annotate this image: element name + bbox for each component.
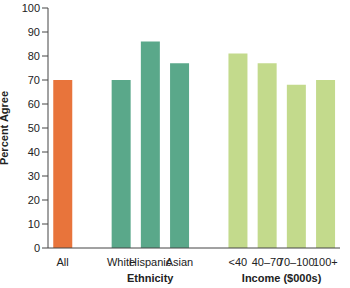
svg-text:50: 50	[28, 122, 40, 134]
svg-text:90: 90	[28, 26, 40, 38]
svg-text:40–70: 40–70	[251, 256, 283, 268]
svg-text:White: White	[106, 256, 136, 268]
svg-text:Income ($000s): Income ($000s)	[242, 272, 322, 284]
svg-text:10: 10	[28, 218, 40, 230]
svg-text:Percent Agree: Percent Agree	[8, 91, 10, 165]
svg-text:60: 60	[28, 98, 40, 110]
svg-text:Asian: Asian	[166, 256, 194, 268]
svg-text:80: 80	[28, 50, 40, 62]
svg-text:70–100: 70–100	[278, 256, 315, 268]
svg-text:Hispanic: Hispanic	[129, 256, 172, 268]
svg-text:100+: 100+	[313, 256, 338, 268]
svg-text:30: 30	[28, 170, 40, 182]
svg-text:70: 70	[28, 74, 40, 86]
svg-text:Ethnicity: Ethnicity	[127, 272, 174, 284]
svg-text:0: 0	[34, 242, 40, 254]
svg-text:40: 40	[28, 146, 40, 158]
svg-text:20: 20	[28, 194, 40, 206]
svg-text:<40: <40	[228, 256, 247, 268]
svg-text:All: All	[56, 256, 68, 268]
svg-text:100: 100	[22, 2, 40, 14]
